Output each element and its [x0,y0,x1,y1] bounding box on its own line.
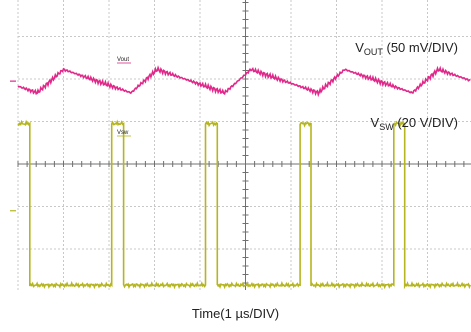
vout-trace [17,65,471,98]
vout-marker: Vout [117,57,129,63]
vout-scale-label: VOUT (50 mV/DIV) [355,40,458,57]
vsw-marker: Vsw [117,130,129,136]
oscilloscope-plot: VOUT (50 mV/DIV) VSW (20 V/DIV) Vout Vsw [10,0,471,290]
plot-grid [17,0,471,290]
vsw-scale-label: VSW (20 V/DIV) [371,115,458,132]
plot-labels: VOUT (50 mV/DIV) VSW (20 V/DIV) Vout Vsw [10,40,458,212]
vsw-trace [17,119,471,290]
x-axis-label: Time(1 µs/DIV) [191,306,280,321]
plot-traces [17,65,471,290]
